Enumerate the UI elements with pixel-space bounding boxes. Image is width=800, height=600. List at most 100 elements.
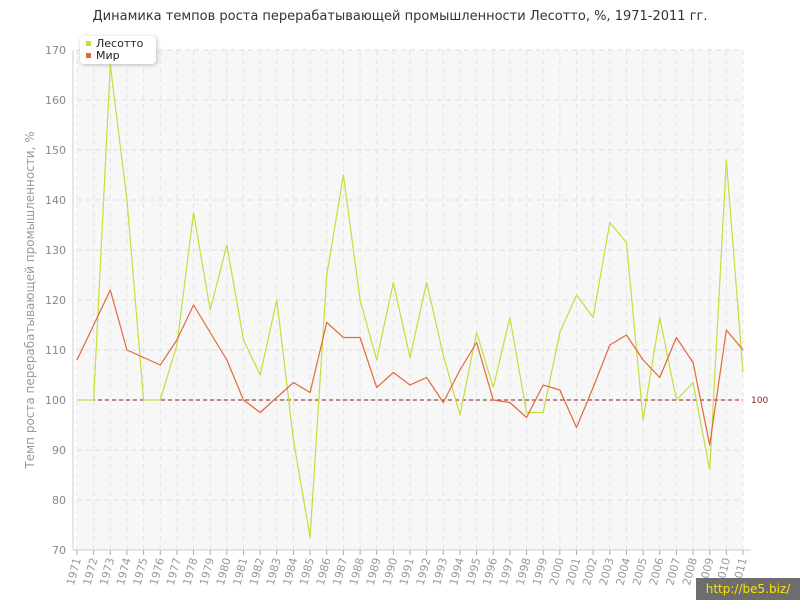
- data-point-world: [675, 336, 677, 338]
- data-point-lesotho: [675, 399, 677, 401]
- data-point-world: [725, 329, 727, 331]
- series-line-lesotho: [77, 64, 744, 539]
- data-point-world: [659, 376, 661, 378]
- y-axis-label: Темп роста перерабатывающей промышленнос…: [23, 131, 37, 469]
- legend-label-lesotho: Лесотто: [96, 37, 144, 50]
- y-tick-label: 70: [52, 544, 66, 557]
- data-point-world: [226, 359, 228, 361]
- data-point-lesotho: [92, 399, 94, 401]
- legend-swatch-lesotho: [86, 41, 91, 46]
- data-point-world: [309, 391, 311, 393]
- data-point-lesotho: [459, 414, 461, 416]
- data-point-lesotho: [326, 274, 328, 276]
- data-point-world: [142, 356, 144, 358]
- data-point-world: [126, 349, 128, 351]
- data-point-lesotho: [409, 356, 411, 358]
- data-point-world: [276, 396, 278, 398]
- data-point-world: [692, 361, 694, 363]
- data-point-lesotho: [742, 371, 744, 373]
- data-point-world: [525, 416, 527, 418]
- data-point-lesotho: [625, 241, 627, 243]
- data-point-world: [292, 381, 294, 383]
- legend-item-lesotho: Лесотто: [86, 37, 143, 50]
- data-point-lesotho: [242, 339, 244, 341]
- data-point-lesotho: [559, 331, 561, 333]
- data-point-lesotho: [226, 244, 228, 246]
- y-tick-label: 170: [45, 44, 66, 57]
- data-point-lesotho: [259, 374, 261, 376]
- data-point-lesotho: [76, 399, 78, 401]
- data-point-lesotho: [592, 316, 594, 318]
- data-point-world: [359, 336, 361, 338]
- y-tick-label: 110: [45, 344, 66, 357]
- data-point-lesotho: [709, 469, 711, 471]
- chart-legend: Лесотто Мир: [80, 36, 156, 64]
- data-point-lesotho: [475, 331, 477, 333]
- data-point-world: [76, 359, 78, 361]
- y-tick-label: 130: [45, 244, 66, 257]
- data-point-lesotho: [642, 419, 644, 421]
- data-point-lesotho: [609, 221, 611, 223]
- data-point-world: [625, 334, 627, 336]
- data-point-world: [459, 369, 461, 371]
- data-point-lesotho: [525, 411, 527, 413]
- data-point-world: [609, 344, 611, 346]
- data-point-world: [109, 289, 111, 291]
- data-point-world: [176, 339, 178, 341]
- data-point-lesotho: [126, 199, 128, 201]
- data-point-lesotho: [176, 344, 178, 346]
- y-tick-label: 80: [52, 494, 66, 507]
- reference-line-label: 100: [751, 396, 768, 406]
- y-tick-label: 160: [45, 94, 66, 107]
- data-point-lesotho: [392, 281, 394, 283]
- data-point-lesotho: [692, 381, 694, 383]
- data-point-lesotho: [442, 354, 444, 356]
- legend-label-world: Мир: [96, 49, 120, 62]
- data-point-lesotho: [575, 294, 577, 296]
- data-point-lesotho: [292, 439, 294, 441]
- data-point-world: [159, 364, 161, 366]
- data-point-lesotho: [192, 211, 194, 213]
- data-point-lesotho: [342, 174, 344, 176]
- data-point-lesotho: [425, 281, 427, 283]
- data-point-lesotho: [509, 316, 511, 318]
- series-line-world: [76, 289, 744, 446]
- data-point-lesotho: [309, 536, 311, 538]
- data-point-world: [376, 386, 378, 388]
- data-point-world: [575, 426, 577, 428]
- data-point-lesotho: [492, 386, 494, 388]
- data-point-world: [342, 336, 344, 338]
- data-point-world: [742, 349, 744, 351]
- data-point-lesotho: [376, 359, 378, 361]
- data-point-lesotho: [659, 316, 661, 318]
- data-point-world: [542, 384, 544, 386]
- y-tick-label: 120: [45, 294, 66, 307]
- data-point-world: [409, 384, 411, 386]
- data-point-lesotho: [542, 411, 544, 413]
- data-point-lesotho: [142, 399, 144, 401]
- data-point-world: [559, 389, 561, 391]
- data-point-world: [442, 401, 444, 403]
- legend-swatch-world: [86, 53, 91, 58]
- data-point-world: [509, 401, 511, 403]
- watermark: http://be5.biz/: [696, 578, 800, 600]
- data-point-world: [192, 304, 194, 306]
- chart-title: Динамика темпов роста перерабатывающей п…: [92, 9, 708, 24]
- data-point-world: [326, 321, 328, 323]
- data-point-world: [592, 386, 594, 388]
- data-point-lesotho: [276, 299, 278, 301]
- y-tick-label: 140: [45, 194, 66, 207]
- y-tick-label: 90: [52, 444, 66, 457]
- data-point-world: [92, 324, 94, 326]
- data-point-world: [242, 399, 244, 401]
- data-point-lesotho: [725, 159, 727, 161]
- data-point-world: [425, 376, 427, 378]
- y-tick-label: 150: [45, 144, 66, 157]
- data-point-world: [392, 371, 394, 373]
- data-point-lesotho: [159, 399, 161, 401]
- data-point-world: [209, 331, 211, 333]
- data-point-lesotho: [209, 309, 211, 311]
- data-point-world: [642, 359, 644, 361]
- legend-item-world: Мир: [86, 49, 120, 62]
